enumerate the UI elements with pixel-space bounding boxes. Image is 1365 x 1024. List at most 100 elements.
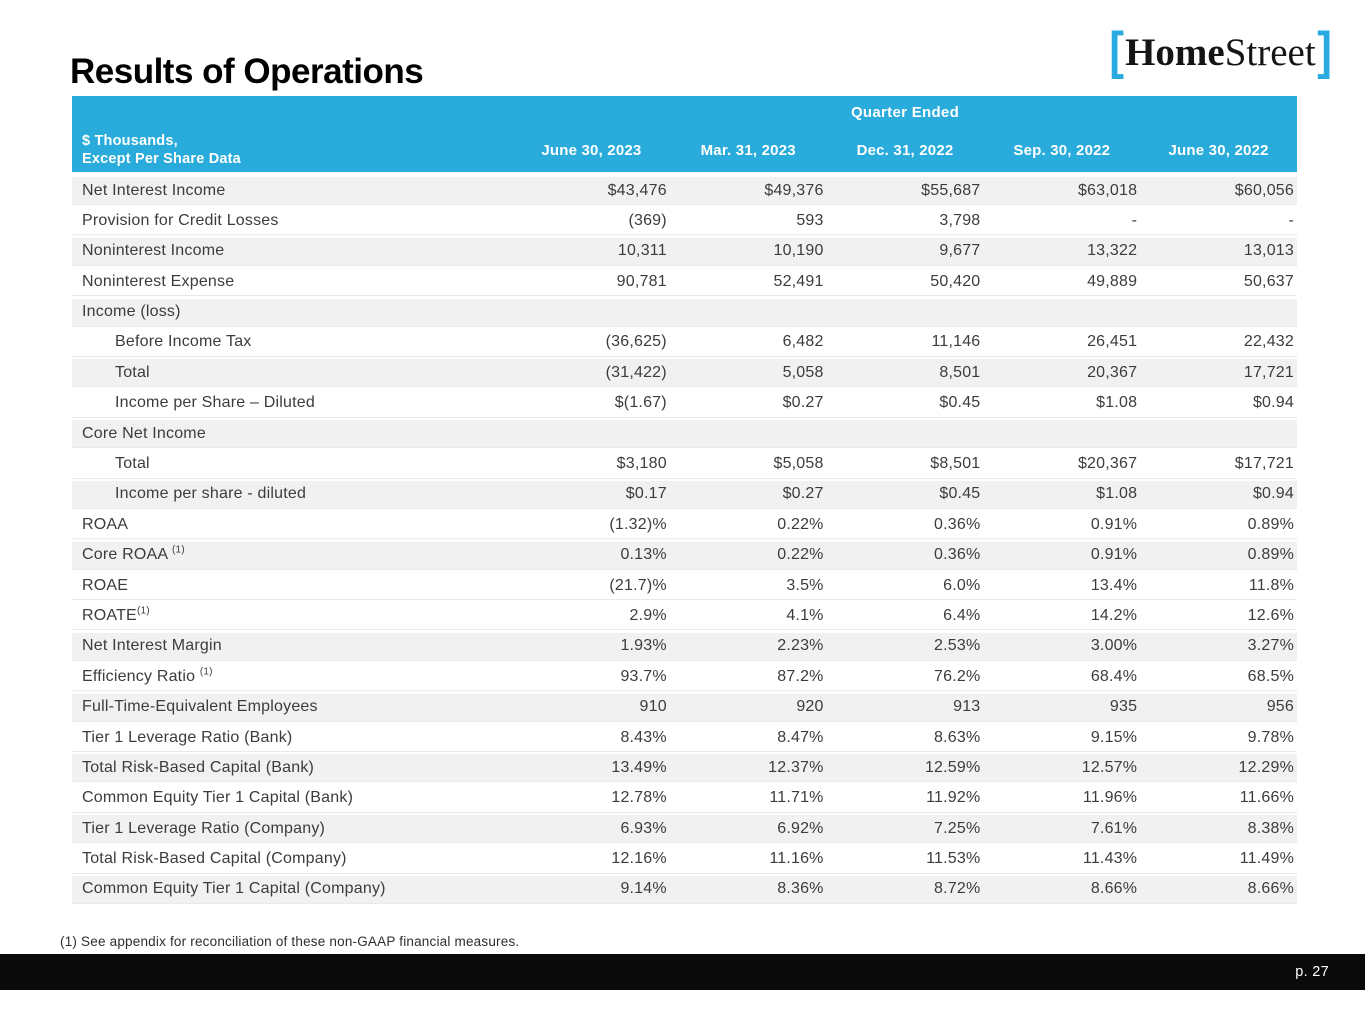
row-label: Core ROAA (1)	[82, 544, 185, 564]
row-value: 12.57%	[1081, 758, 1138, 776]
table-section-row: Core Net Income	[72, 420, 1297, 449]
row-label: Before Income Tax	[115, 333, 252, 351]
row-value: 0.36%	[934, 546, 981, 564]
footnote-marker: (1)	[172, 544, 185, 556]
corner-label-line1: $ Thousands,	[82, 133, 178, 149]
row-value: $8,501	[930, 455, 981, 473]
table-row: Total (31,422) 5,058 8,501 20,367 17,721	[72, 359, 1297, 388]
footnote: (1) See appendix for reconciliation of t…	[60, 934, 520, 949]
row-value: $0.94	[1252, 485, 1294, 503]
row-value: $5,058	[773, 455, 824, 473]
row-value: 12.6%	[1247, 606, 1294, 624]
table-row: Net Interest Margin 1.93% 2.23% 2.53% 3.00% 3…	[72, 632, 1297, 661]
row-label: Total	[115, 455, 150, 473]
row-value: 52,491	[773, 272, 824, 290]
row-value: 11.43%	[1082, 850, 1138, 868]
footer-bar: p. 27	[0, 954, 1365, 990]
table-row: ROATE(1) 2.9% 4.1% 6.4% 14.2% 12.6%	[72, 602, 1297, 631]
row-label: Efficiency Ratio (1)	[82, 666, 213, 685]
row-value: (369)	[628, 211, 667, 229]
row-value: $1.08	[1096, 485, 1138, 503]
row-value: 0.91%	[1090, 546, 1138, 564]
row-label: Total Risk-Based Capital (Bank)	[82, 758, 315, 776]
row-label: Net Interest Income	[82, 181, 226, 199]
row-value: 7.25%	[934, 819, 981, 837]
row-value: 12.78%	[611, 789, 667, 807]
row-value: $0.94	[1252, 394, 1294, 412]
table-row: Provision for Credit Losses (369) 593 3,798…	[72, 207, 1297, 236]
row-value: 93.7%	[620, 667, 667, 685]
row-label: Net Interest Margin	[82, 637, 222, 655]
row-value: 6.93%	[620, 819, 667, 837]
row-label: Common Equity Tier 1 Capital (Bank)	[82, 789, 354, 807]
table-row: Common Equity Tier 1 Capital (Company) 9.…	[72, 875, 1297, 904]
table-row: Tier 1 Leverage Ratio (Company) 6.93% 6.92…	[72, 815, 1297, 844]
row-value: 50,420	[930, 272, 981, 290]
row-value: 8.66%	[1247, 880, 1294, 898]
row-value: 2.23%	[777, 637, 824, 655]
logo-right-bracket: ]	[1316, 22, 1332, 80]
row-value: $17,721	[1234, 455, 1294, 473]
row-value: 3.5%	[786, 576, 824, 594]
row-value: 910	[639, 698, 667, 716]
row-value: (21.7)%	[609, 576, 667, 594]
row-value: 11.66%	[1239, 789, 1294, 807]
table-row: ROAA (1.32)% 0.22% 0.36% 0.91% 0.89%	[72, 511, 1297, 540]
row-value: 50,637	[1243, 272, 1294, 290]
row-label: Noninterest Expense	[82, 272, 235, 290]
row-value: 8.43%	[620, 728, 667, 746]
row-value: 0.89%	[1247, 515, 1294, 533]
row-label: Income (loss)	[82, 303, 181, 321]
row-value: $0.27	[782, 485, 824, 503]
row-value: 8.47%	[777, 728, 824, 746]
row-value: 8.36%	[777, 880, 824, 898]
quarter-ended-label: Quarter Ended	[850, 103, 960, 121]
row-label: ROATE(1)	[82, 605, 150, 624]
row-value: 8.66%	[1090, 880, 1138, 898]
row-value: 3,798	[939, 211, 981, 229]
row-label: Tier 1 Leverage Ratio (Company)	[82, 819, 326, 837]
table-row: Total Risk-Based Capital (Company) 12.16%…	[72, 845, 1297, 874]
logo-street-text: Street	[1224, 31, 1316, 74]
column-header-2: Dec. 31, 2022	[856, 141, 954, 159]
column-header-1: Mar. 31, 2023	[700, 141, 796, 159]
row-value: 6.92%	[777, 819, 824, 837]
row-value: 9,677	[939, 242, 981, 260]
table-row: Common Equity Tier 1 Capital (Bank) 12.78…	[72, 784, 1297, 813]
row-value: 13,013	[1243, 242, 1294, 260]
row-value: (31,422)	[605, 363, 667, 381]
table-header-group-row: Quarter Ended	[72, 96, 1297, 128]
row-value: 49,889	[1087, 272, 1138, 290]
table-header-spacer	[72, 96, 513, 128]
row-value: 12.59%	[924, 758, 981, 776]
row-value: 9.15%	[1090, 728, 1138, 746]
row-value: 0.22%	[777, 515, 824, 533]
results-of-operations-table: Quarter Ended $ Thousands, Except Per Sh…	[72, 96, 1297, 906]
row-value: $0.45	[939, 485, 981, 503]
row-label: Tier 1 Leverage Ratio (Bank)	[82, 728, 293, 746]
row-label: ROAA	[82, 515, 129, 533]
row-value: 0.89%	[1247, 546, 1294, 564]
row-label: Income per Share – Diluted	[115, 394, 315, 412]
table-row: Total Risk-Based Capital (Bank) 13.49% 12.…	[72, 754, 1297, 783]
row-value: 6.4%	[943, 606, 981, 624]
row-value: 11.16%	[769, 850, 824, 868]
row-value: 8.38%	[1247, 819, 1294, 837]
table-row: Full-Time-Equivalent Employees 910 920 913 9…	[72, 693, 1297, 722]
row-label: Total	[115, 363, 150, 381]
row-value: $(1.67)	[614, 394, 667, 412]
page-title: Results of Operations	[70, 52, 424, 91]
row-value: (36,625)	[605, 333, 667, 351]
logo-left-bracket: [	[1109, 22, 1124, 80]
row-value: -	[1288, 211, 1294, 229]
row-value: 913	[953, 698, 981, 716]
row-label: ROAE	[82, 576, 129, 594]
row-value: $1.08	[1096, 394, 1138, 412]
row-label: Common Equity Tier 1 Capital (Company)	[82, 880, 386, 898]
row-value: 20,367	[1087, 363, 1138, 381]
row-value: 12.37%	[768, 758, 824, 776]
row-value: 11,146	[931, 333, 981, 351]
row-value: 8.63%	[934, 728, 981, 746]
table-corner-label: $ Thousands, Except Per Share Data	[72, 128, 513, 172]
